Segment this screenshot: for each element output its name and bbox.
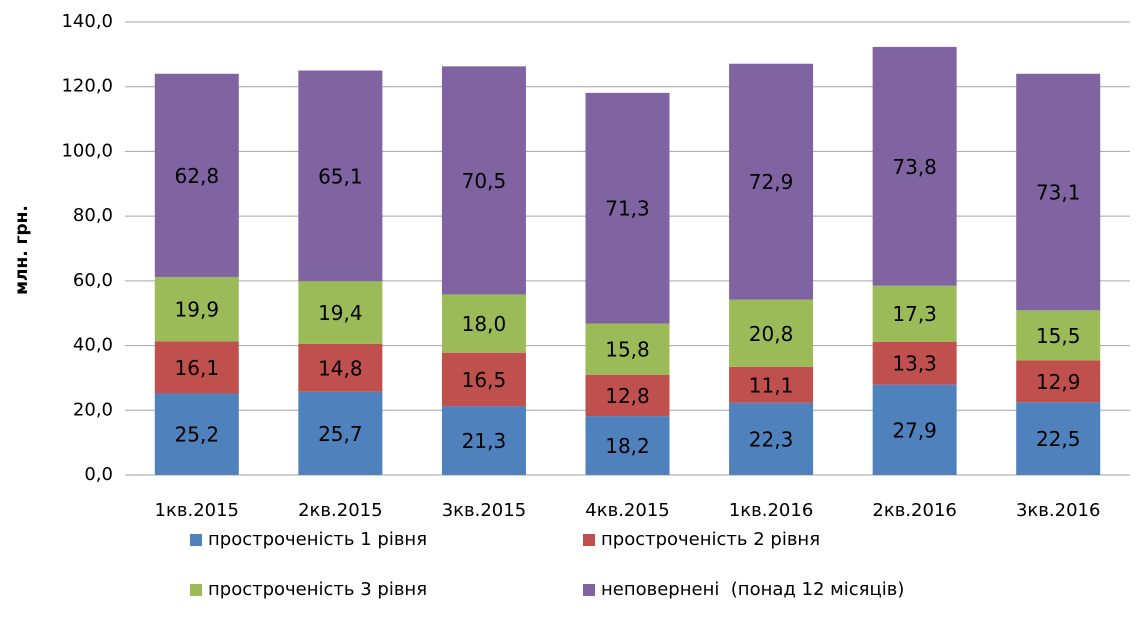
bar-segment (298, 70, 383, 282)
bar-segment (298, 343, 383, 392)
data-label: 16,1 (175, 356, 220, 380)
y-tick-label: 40,0 (73, 335, 113, 356)
y-tick-label: 100,0 (61, 140, 113, 161)
bar-segment (729, 402, 814, 475)
x-tick-label: 4кв.2015 (585, 500, 669, 521)
bar-segment (585, 323, 670, 375)
legend-swatch (583, 534, 595, 546)
x-tick-label: 3кв.2016 (1016, 500, 1100, 521)
data-label: 15,8 (605, 338, 650, 362)
data-label: 11,1 (749, 373, 794, 397)
bar-segment (441, 66, 526, 295)
data-label: 19,4 (318, 301, 363, 325)
legend-label: простроченість 1 рівня (208, 529, 427, 550)
y-axis-label: млн. грн. (12, 205, 32, 295)
data-label: 12,8 (605, 384, 650, 408)
bar-segment (585, 92, 670, 324)
bar-segment (441, 294, 526, 353)
bar-segment (1016, 402, 1101, 475)
bar-segment (585, 374, 670, 417)
bar-segment (441, 352, 526, 407)
bar-segment (154, 276, 239, 342)
data-label: 70,5 (462, 169, 507, 193)
bar-segment (872, 384, 957, 475)
data-label: 27,9 (892, 418, 937, 442)
bar-segment (154, 73, 239, 277)
y-tick-label: 20,0 (73, 399, 113, 420)
legend-label: неповернені (понад 12 місяців) (601, 579, 904, 600)
data-label: 16,5 (462, 368, 507, 392)
data-label: 25,2 (175, 423, 220, 447)
data-label: 15,5 (1036, 324, 1081, 348)
legend-swatch (190, 534, 202, 546)
y-tick-label: 60,0 (73, 270, 113, 291)
data-label: 71,3 (605, 197, 650, 221)
legend-label: простроченість 2 рівня (601, 529, 820, 550)
y-tick-label: 120,0 (61, 76, 113, 97)
data-label: 73,8 (892, 155, 937, 179)
bar-segment (585, 416, 670, 475)
bar-segment (1016, 310, 1101, 361)
data-label: 19,9 (175, 298, 220, 322)
y-tick-label: 80,0 (73, 205, 113, 226)
bar-segment (1016, 73, 1101, 311)
data-label: 21,3 (462, 429, 507, 453)
data-label: 22,5 (1036, 427, 1081, 451)
bar-segment (872, 46, 957, 286)
y-tick-label: 140,0 (61, 11, 113, 32)
data-label: 65,1 (318, 164, 363, 188)
x-tick-label: 3кв.2015 (442, 500, 526, 521)
bar-segment (298, 391, 383, 475)
data-label: 62,8 (175, 164, 220, 188)
bar-segment (298, 281, 383, 344)
bar-segment (441, 406, 526, 475)
bar-segment (154, 341, 239, 394)
x-tick-label: 2кв.2016 (872, 500, 956, 521)
bar-segment (729, 366, 814, 403)
data-label: 73,1 (1036, 181, 1081, 205)
data-label: 18,2 (605, 434, 650, 458)
data-label: 22,3 (749, 427, 794, 451)
x-tick-label: 1кв.2016 (729, 500, 813, 521)
bar-segment (872, 285, 957, 342)
data-label: 13,3 (892, 352, 937, 376)
legend-label: простроченість 3 рівня (208, 579, 427, 600)
data-label: 72,9 (749, 170, 794, 194)
bar-segment (729, 63, 814, 300)
data-label: 12,9 (1036, 370, 1081, 394)
legend-swatch (583, 584, 595, 596)
bar-segment (1016, 360, 1101, 403)
x-tick-label: 2кв.2015 (298, 500, 382, 521)
x-tick-label: 1кв.2015 (155, 500, 239, 521)
data-label: 20,8 (749, 322, 794, 346)
data-label: 25,7 (318, 422, 363, 446)
bar-segment (154, 393, 239, 475)
bar-segment (872, 341, 957, 385)
legend-swatch (190, 584, 202, 596)
y-tick-label: 0,0 (84, 464, 113, 485)
bar-segment (729, 299, 814, 367)
data-label: 17,3 (892, 302, 937, 326)
data-label: 14,8 (318, 356, 363, 380)
data-label: 18,0 (462, 312, 507, 336)
